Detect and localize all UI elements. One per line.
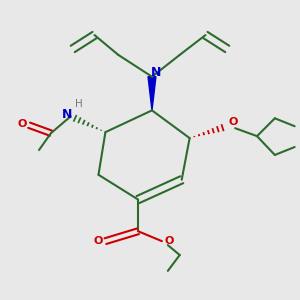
- Text: O: O: [229, 117, 238, 127]
- Text: N: N: [151, 66, 161, 79]
- Text: O: O: [94, 236, 103, 246]
- Text: O: O: [17, 119, 27, 129]
- Text: H: H: [75, 99, 83, 110]
- Text: N: N: [61, 108, 72, 121]
- Text: O: O: [164, 236, 173, 246]
- Polygon shape: [148, 77, 156, 110]
